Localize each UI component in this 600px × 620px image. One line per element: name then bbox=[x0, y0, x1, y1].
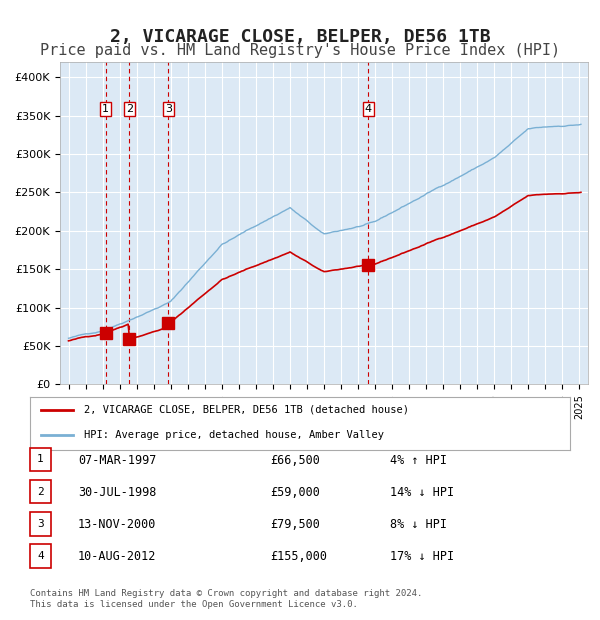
Text: 07-MAR-1997: 07-MAR-1997 bbox=[78, 454, 157, 466]
Text: 10-AUG-2012: 10-AUG-2012 bbox=[78, 551, 157, 563]
Text: 3: 3 bbox=[37, 519, 44, 529]
Text: Contains HM Land Registry data © Crown copyright and database right 2024.
This d: Contains HM Land Registry data © Crown c… bbox=[30, 590, 422, 609]
Text: 17% ↓ HPI: 17% ↓ HPI bbox=[390, 551, 454, 563]
Text: 2: 2 bbox=[37, 487, 44, 497]
Text: 4: 4 bbox=[365, 104, 372, 113]
Text: £155,000: £155,000 bbox=[270, 551, 327, 563]
Text: £66,500: £66,500 bbox=[270, 454, 320, 466]
Text: 8% ↓ HPI: 8% ↓ HPI bbox=[390, 518, 447, 531]
Text: 2: 2 bbox=[126, 104, 133, 113]
Text: 13-NOV-2000: 13-NOV-2000 bbox=[78, 518, 157, 531]
Text: 2, VICARAGE CLOSE, BELPER, DE56 1TB (detached house): 2, VICARAGE CLOSE, BELPER, DE56 1TB (det… bbox=[84, 405, 409, 415]
Text: 2, VICARAGE CLOSE, BELPER, DE56 1TB: 2, VICARAGE CLOSE, BELPER, DE56 1TB bbox=[110, 28, 490, 46]
Text: 4% ↑ HPI: 4% ↑ HPI bbox=[390, 454, 447, 466]
Text: 4: 4 bbox=[37, 551, 44, 561]
Text: £59,000: £59,000 bbox=[270, 486, 320, 498]
Text: £79,500: £79,500 bbox=[270, 518, 320, 531]
Text: 1: 1 bbox=[102, 104, 109, 113]
Text: 1: 1 bbox=[37, 454, 44, 464]
Text: 3: 3 bbox=[165, 104, 172, 113]
Text: HPI: Average price, detached house, Amber Valley: HPI: Average price, detached house, Ambe… bbox=[84, 430, 384, 440]
Text: 30-JUL-1998: 30-JUL-1998 bbox=[78, 486, 157, 498]
Text: Price paid vs. HM Land Registry's House Price Index (HPI): Price paid vs. HM Land Registry's House … bbox=[40, 43, 560, 58]
Text: 14% ↓ HPI: 14% ↓ HPI bbox=[390, 486, 454, 498]
